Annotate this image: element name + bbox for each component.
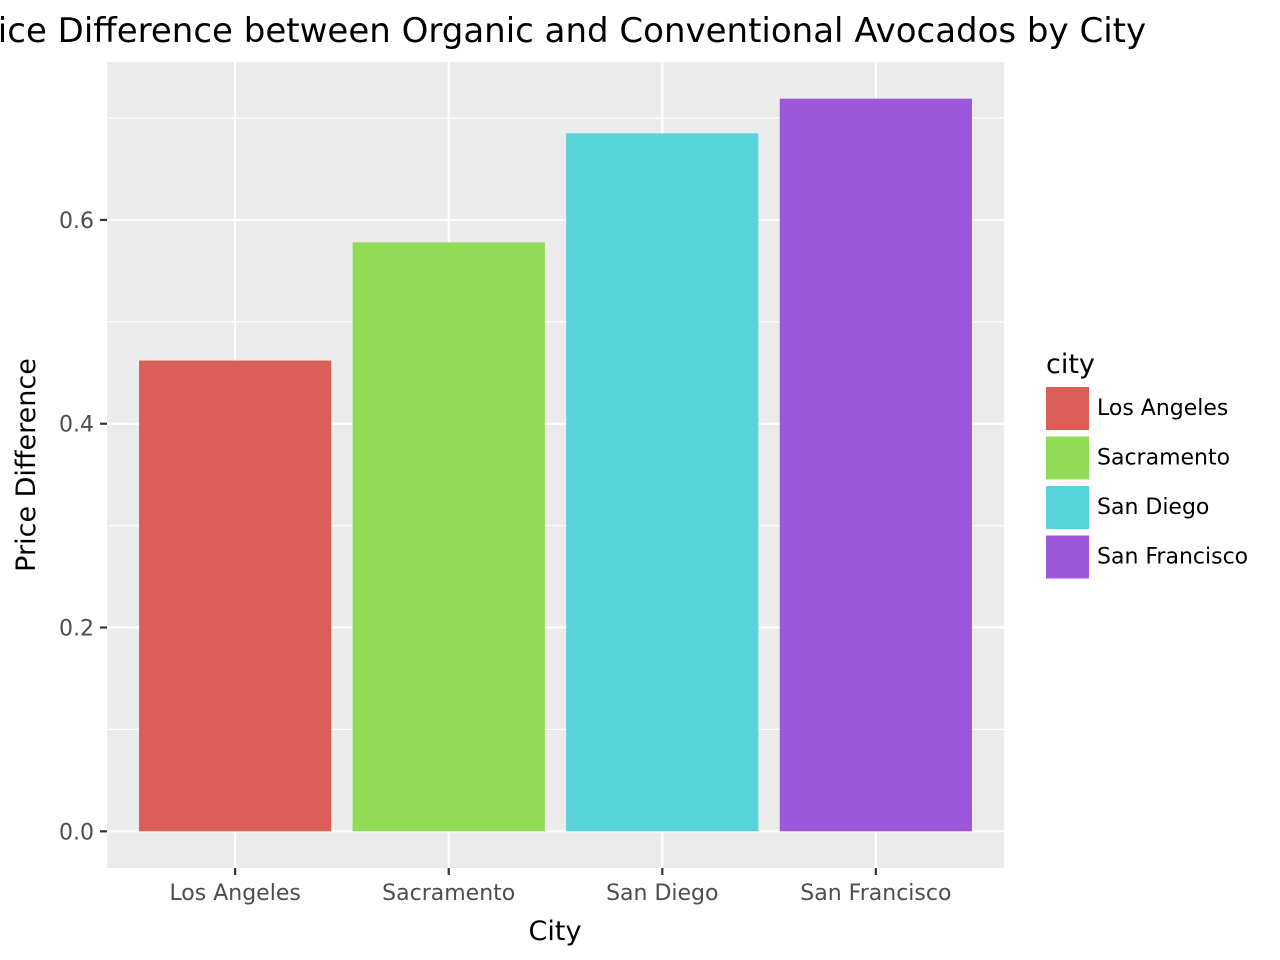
y-axis-title: Price Difference <box>11 358 42 572</box>
x-tick-label: San Diego <box>606 881 718 906</box>
y-tick-label: 0.4 <box>59 413 94 438</box>
y-tick-label: 0.0 <box>59 820 94 845</box>
bar <box>566 133 759 832</box>
x-tick-label: San Francisco <box>800 881 951 906</box>
bar <box>779 98 972 832</box>
legend-swatch <box>1046 486 1089 529</box>
legend-label: San Diego <box>1097 495 1209 520</box>
legend-label: San Francisco <box>1097 545 1248 570</box>
x-axis-title: City <box>529 916 582 947</box>
legend-swatch <box>1046 436 1089 480</box>
x-axis-ticks: Los Angeles Sacramento San Diego San Franci… <box>169 868 951 906</box>
y-tick-label: 0.6 <box>59 209 94 234</box>
y-axis-ticks: 0.0 0.2 0.4 0.6 <box>59 209 107 845</box>
bar <box>352 242 545 832</box>
bar <box>139 360 332 832</box>
bars <box>139 98 972 832</box>
legend-label: Sacramento <box>1097 446 1230 471</box>
legend-label: Los Angeles <box>1097 396 1228 421</box>
legend-swatch <box>1046 535 1089 579</box>
x-tick-label: Los Angeles <box>169 881 300 906</box>
chart-title: Price Difference between Organic and Con… <box>0 11 1146 51</box>
legend-title: city <box>1046 349 1095 380</box>
legend: city Los Angeles Sacramento San Diego San F… <box>1046 349 1248 579</box>
legend-swatch <box>1046 387 1089 430</box>
x-tick-label: Sacramento <box>382 881 515 906</box>
y-tick-label: 0.2 <box>59 617 94 642</box>
legend-items: Los Angeles Sacramento San Diego San Franci… <box>1046 387 1248 579</box>
